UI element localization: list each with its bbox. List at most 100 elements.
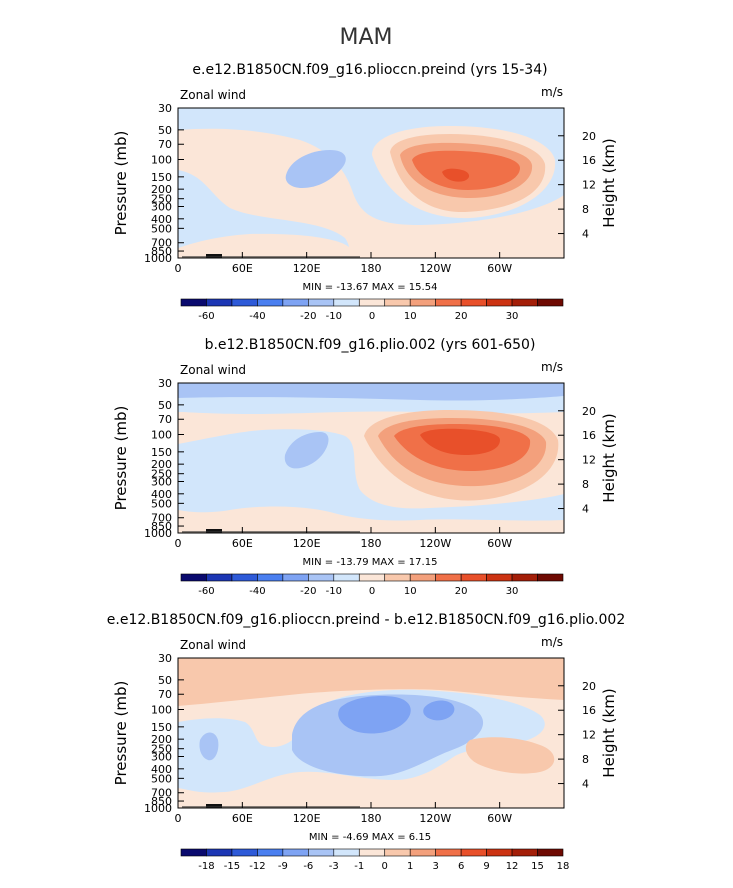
panel-3-variable-label: Zonal wind bbox=[180, 638, 246, 652]
panel-3-y-tick-label: 250 bbox=[151, 743, 172, 756]
panel-3-y-right-tick-label: 16 bbox=[582, 704, 596, 717]
panel-3-colorbar-swatch bbox=[180, 848, 207, 857]
panel-2-y-tick-label: 70 bbox=[158, 413, 172, 426]
panel-1-y-tick-label: 1000 bbox=[144, 252, 172, 265]
panel-1-y-tick-label: 850 bbox=[151, 245, 172, 258]
panel-3-colorbar-label: 3 bbox=[432, 861, 438, 872]
panel-3-colorbar-label: -1 bbox=[354, 861, 364, 872]
panel-2-variable-label: Zonal wind bbox=[180, 363, 246, 377]
panel-3-colorbar-swatch bbox=[384, 848, 411, 857]
panel-1-x-tick-label: 60W bbox=[487, 262, 512, 275]
panel-1-y-right-axis-title: Height (km) bbox=[600, 138, 618, 227]
panel-2-colorbar-swatch bbox=[435, 573, 462, 582]
panel-3-y-right-tick-label: 20 bbox=[582, 680, 596, 693]
panel-1-y-tick-label: 400 bbox=[151, 213, 172, 226]
panel-2-colorbar-label: -20 bbox=[300, 586, 316, 597]
panel-1-contour-field bbox=[178, 108, 564, 258]
panel-1-x-tick-label: 180 bbox=[361, 262, 382, 275]
panel-3-y-right-tick-label: 8 bbox=[582, 753, 589, 766]
panel-1-colorbar-swatch bbox=[486, 298, 513, 307]
panel-3-colorbar-swatch bbox=[282, 848, 309, 857]
panel-1-x-tick-label: 60E bbox=[232, 262, 253, 275]
panel-1-colorbar-label: 30 bbox=[506, 311, 519, 322]
panel-3-colorbar-swatch bbox=[460, 848, 487, 857]
panel-1-y-tick-label: 250 bbox=[151, 193, 172, 206]
panel-3-y-tick-label: 300 bbox=[151, 750, 172, 763]
panel-2-colorbar-swatch bbox=[180, 573, 207, 582]
panel-2-colorbar-label: 20 bbox=[455, 586, 468, 597]
panel-1-colorbar-swatch bbox=[460, 298, 487, 307]
panel-2-x-tick-label: 120E bbox=[293, 537, 321, 550]
panel-1-units-label: m/s bbox=[541, 85, 563, 99]
panel-1-colorbar-swatch bbox=[282, 298, 309, 307]
panel-2-colorbar-swatch bbox=[409, 573, 436, 582]
panel-2-colorbar-swatch bbox=[384, 573, 411, 582]
panel-1-y-right-tick-label: 12 bbox=[582, 179, 596, 192]
panel-3-units-label: m/s bbox=[541, 635, 563, 649]
panel-1-colorbar-label: -10 bbox=[326, 311, 342, 322]
panel-1-colorbar-label: -60 bbox=[198, 311, 214, 322]
panel-2-y-tick-label: 100 bbox=[151, 429, 172, 442]
panel-3-colorbar-swatch bbox=[206, 848, 233, 857]
panel-3-colorbar-label: -9 bbox=[278, 861, 288, 872]
panel-2-colorbar-swatch bbox=[308, 573, 335, 582]
panel-3-y-tick-label: 1000 bbox=[144, 802, 172, 815]
panel-1-y-right-tick-label: 4 bbox=[582, 228, 589, 241]
panel-2-y-tick-label: 200 bbox=[151, 458, 172, 471]
panel-3-colorbar-label: -18 bbox=[198, 861, 214, 872]
panel-2-y-tick-label: 850 bbox=[151, 520, 172, 533]
panel-3-colorbar-swatch bbox=[333, 848, 360, 857]
panel-2-y-right-tick-label: 16 bbox=[582, 429, 596, 442]
panel-2-colorbar-swatch bbox=[537, 573, 564, 582]
panel-2-contour-field bbox=[178, 383, 564, 533]
panel-2-colorbar-label: 10 bbox=[404, 586, 417, 597]
panel-3-y-tick-label: 150 bbox=[151, 721, 172, 734]
panel-3-x-tick-label: 120W bbox=[419, 812, 451, 825]
panel-2-colorbar-swatch bbox=[486, 573, 513, 582]
panel-3-colorbar-label: -3 bbox=[329, 861, 339, 872]
panel-1-colorbar-label: 0 bbox=[369, 311, 375, 322]
panel-3-colorbar-swatch bbox=[486, 848, 513, 857]
panel-3-colorbar-label: 1 bbox=[407, 861, 413, 872]
panel-3-y-tick-label: 30 bbox=[158, 652, 172, 665]
panel-2-colorbar-swatch bbox=[282, 573, 309, 582]
panel-2-colorbar-swatch bbox=[231, 573, 258, 582]
panel-3-colorbar-label: 9 bbox=[483, 861, 489, 872]
panel-2-y-right-axis-title: Height (km) bbox=[600, 413, 618, 502]
panel-1-x-tick-label: 120E bbox=[293, 262, 321, 275]
panel-2-y-tick-label: 1000 bbox=[144, 527, 172, 540]
panel-1-colorbar-label: 10 bbox=[404, 311, 417, 322]
panel-3-colorbar-swatch bbox=[435, 848, 462, 857]
panel-1-y-tick-label: 30 bbox=[158, 102, 172, 115]
panel-2-y-tick-label: 400 bbox=[151, 488, 172, 501]
panel-3-y-tick-label: 100 bbox=[151, 704, 172, 717]
panel-3-x-tick-label: 60W bbox=[487, 812, 512, 825]
panel-2-y-right-tick-label: 20 bbox=[582, 405, 596, 418]
panel-3-y-right-tick-label: 12 bbox=[582, 729, 596, 742]
panel-1-colorbar-swatch bbox=[511, 298, 538, 307]
panel-2-y-tick-label: 700 bbox=[151, 512, 172, 525]
panel-3-colorbar-label: -6 bbox=[303, 861, 313, 872]
panel-1-y-right-tick-label: 16 bbox=[582, 154, 596, 167]
panel-2-colorbar-label: -10 bbox=[326, 586, 342, 597]
panel-3-x-tick-label: 0 bbox=[175, 812, 182, 825]
panel-1-title: e.e12.B1850CN.f09_g16.plioccn.preind (yr… bbox=[192, 62, 547, 78]
panel-1-colorbar-swatch bbox=[257, 298, 284, 307]
panel-2-units-label: m/s bbox=[541, 360, 563, 374]
panel-2-colorbar-label: -40 bbox=[249, 586, 265, 597]
panel-3-colorbar-label: -12 bbox=[249, 861, 265, 872]
panel-1-colorbar-swatch bbox=[231, 298, 258, 307]
panel-2-colorbar-label: 0 bbox=[369, 586, 375, 597]
panel-3-colorbar-label: 18 bbox=[557, 861, 570, 872]
panel-1-y-right-tick-label: 20 bbox=[582, 130, 596, 143]
panel-3-title: e.e12.B1850CN.f09_g16.plioccn.preind - b… bbox=[107, 612, 625, 628]
panel-3-x-tick-label: 180 bbox=[361, 812, 382, 825]
panel-3-x-tick-label: 120E bbox=[293, 812, 321, 825]
panel-2-y-tick-label: 150 bbox=[151, 446, 172, 459]
panel-2-y-tick-label: 30 bbox=[158, 377, 172, 390]
panel-3: e.e12.B1850CN.f09_g16.plioccn.preind - b… bbox=[107, 612, 625, 872]
panel-3-colorbar-swatch bbox=[257, 848, 284, 857]
panel-1-colorbar-swatch bbox=[333, 298, 360, 307]
panel-3-y-tick-label: 70 bbox=[158, 688, 172, 701]
panel-1-y-axis-title: Pressure (mb) bbox=[112, 131, 130, 236]
